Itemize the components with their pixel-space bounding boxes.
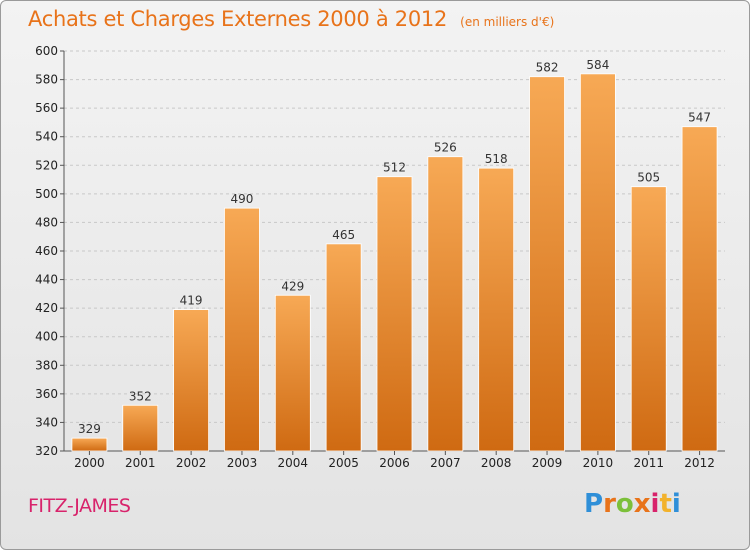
bars bbox=[71, 73, 718, 452]
proxiti-logo[interactable]: Proxiti bbox=[584, 489, 681, 519]
logo-letter: r bbox=[603, 489, 616, 519]
y-tick-label: 400 bbox=[35, 330, 58, 344]
value-label: 429 bbox=[281, 279, 304, 293]
logo-letter: t bbox=[659, 489, 672, 519]
value-label: 584 bbox=[586, 58, 609, 72]
logo-letter: x bbox=[633, 489, 651, 519]
bar-2002 bbox=[173, 309, 210, 452]
x-tick-label: 2007 bbox=[430, 456, 461, 470]
value-label: 547 bbox=[688, 111, 711, 125]
x-axis-ticks: 2000 2001 2002 2003 2004 2005 2006 2007 2008 2009… bbox=[74, 451, 715, 470]
bar-2003 bbox=[224, 207, 260, 452]
value-label: 526 bbox=[434, 141, 457, 155]
value-label: 505 bbox=[637, 171, 660, 185]
x-tick-label: 2012 bbox=[684, 456, 715, 470]
y-tick-label: 320 bbox=[35, 444, 58, 458]
y-tick-label: 580 bbox=[35, 73, 58, 87]
place-name: FITZ-JAMES bbox=[28, 495, 131, 517]
x-tick-label: 2006 bbox=[379, 456, 410, 470]
x-tick-label: 2002 bbox=[176, 456, 207, 470]
x-tick-label: 2008 bbox=[481, 456, 512, 470]
y-tick-label: 480 bbox=[35, 215, 58, 229]
x-tick-label: 2003 bbox=[227, 456, 258, 470]
bar-2001 bbox=[122, 404, 159, 452]
value-label: 490 bbox=[231, 192, 254, 206]
y-tick-label: 600 bbox=[35, 44, 58, 58]
y-axis-ticks: 320 340 360 380 400 420 440 460 480 500 520 540 560 5… bbox=[35, 44, 64, 458]
x-tick-label: 2005 bbox=[328, 456, 359, 470]
y-tick-label: 420 bbox=[35, 301, 58, 315]
bar-2012 bbox=[681, 126, 718, 452]
title-row: Achats et Charges Externes 2000 à 2012 (… bbox=[28, 7, 554, 31]
bar-2000 bbox=[71, 437, 108, 452]
logo-letter: o bbox=[615, 489, 634, 519]
bar-2004 bbox=[274, 294, 311, 452]
logo-letter: P bbox=[584, 489, 604, 519]
x-tick-label: 2001 bbox=[125, 456, 156, 470]
data-labels: 329 352 419 490 429 465 512 526 518 582 584 505 547 bbox=[78, 58, 711, 436]
value-label: 582 bbox=[536, 61, 559, 75]
x-tick-label: 2000 bbox=[74, 456, 105, 470]
bar-2010 bbox=[579, 73, 616, 452]
value-label: 419 bbox=[180, 294, 203, 308]
value-label: 518 bbox=[485, 152, 508, 166]
bar-2011 bbox=[630, 186, 667, 452]
bar-2008 bbox=[478, 167, 515, 452]
chart-subtitle: (en milliers d'€) bbox=[460, 15, 555, 29]
x-tick-label: 2011 bbox=[633, 456, 664, 470]
bar-2009 bbox=[529, 76, 565, 452]
bar-2005 bbox=[325, 243, 362, 452]
chart-title: Achats et Charges Externes 2000 à 2012 bbox=[28, 7, 448, 31]
x-tick-label: 2010 bbox=[583, 456, 614, 470]
logo-letter: i bbox=[671, 489, 681, 519]
y-tick-label: 380 bbox=[35, 358, 58, 372]
value-label: 329 bbox=[78, 422, 101, 436]
value-label: 352 bbox=[129, 389, 152, 403]
y-tick-label: 340 bbox=[35, 415, 58, 429]
bar-2007 bbox=[427, 156, 464, 452]
y-tick-label: 520 bbox=[35, 158, 58, 172]
x-tick-label: 2009 bbox=[532, 456, 563, 470]
y-tick-label: 460 bbox=[35, 244, 58, 258]
y-tick-label: 540 bbox=[35, 130, 58, 144]
x-tick-label: 2004 bbox=[278, 456, 309, 470]
logo-letter: i bbox=[650, 489, 660, 519]
y-tick-label: 560 bbox=[35, 101, 58, 115]
y-tick-label: 360 bbox=[35, 387, 58, 401]
y-tick-label: 440 bbox=[35, 273, 58, 287]
y-tick-label: 500 bbox=[35, 187, 58, 201]
value-label: 465 bbox=[332, 228, 355, 242]
bar-2006 bbox=[376, 176, 413, 452]
value-label: 512 bbox=[383, 161, 406, 175]
